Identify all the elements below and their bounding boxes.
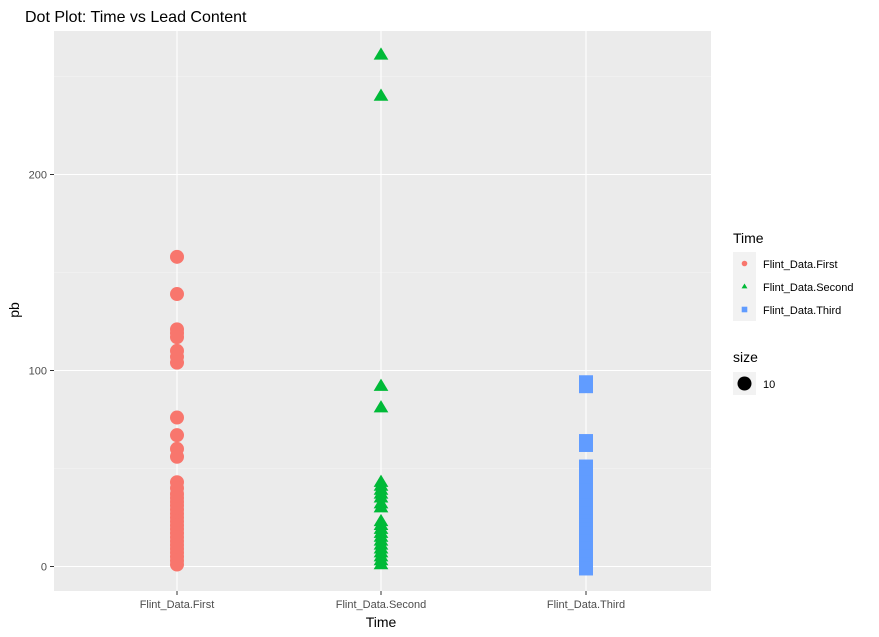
data-point — [170, 410, 184, 425]
legend-items: Flint_Data.First Flint_Data.Second Flint_D… — [733, 252, 854, 321]
legend-triangle-icon — [741, 283, 748, 289]
y-axis-title: pb — [6, 302, 22, 318]
y-tick-label: 200 — [29, 170, 47, 182]
legend-item-label: Flint_Data.Third — [763, 305, 841, 317]
data-point — [170, 355, 184, 370]
legend-size-label: 10 — [763, 379, 775, 391]
data-point — [170, 330, 184, 345]
data-point — [170, 557, 184, 572]
data-point — [579, 379, 593, 394]
data-point — [373, 378, 389, 391]
data-point — [579, 486, 593, 501]
legend-time-title: Time — [733, 230, 764, 246]
legend-item-label: Flint_Data.Second — [763, 282, 854, 294]
legend-size-title: size — [733, 349, 758, 365]
legend: Time Flint_Data.FirstFlint_Data.SecondFl… — [733, 230, 854, 395]
legend-square-icon — [741, 306, 748, 313]
data-point — [373, 500, 389, 513]
legend-circle-icon — [741, 260, 748, 267]
data-point — [373, 556, 389, 570]
data-point — [170, 449, 184, 464]
data-point — [170, 428, 184, 443]
legend-item-label: Flint_Data.First — [763, 259, 838, 271]
x-axis-ticks: Flint_Data.First Flint_Data.Second Flint_D… — [140, 591, 625, 611]
data-point — [170, 249, 184, 264]
x-tick-label: Flint_Data.Second — [336, 599, 427, 611]
data-points — [170, 47, 593, 576]
y-tick-label: 100 — [29, 366, 47, 378]
x-tick-label: Flint_Data.First — [140, 599, 215, 611]
data-point — [579, 561, 593, 576]
data-point — [373, 400, 389, 413]
x-tick-label: Flint_Data.Third — [547, 599, 625, 611]
data-point — [373, 47, 389, 60]
data-point — [579, 437, 593, 452]
legend-size-circle-icon — [737, 376, 752, 391]
y-tick-label: 0 — [41, 562, 47, 574]
data-point — [373, 88, 389, 101]
chart-title: Dot Plot: Time vs Lead Content — [25, 9, 247, 26]
y-axis-ticks: 0 100 200 — [29, 170, 54, 574]
data-point — [170, 287, 184, 302]
x-axis-title: Time — [366, 614, 397, 630]
